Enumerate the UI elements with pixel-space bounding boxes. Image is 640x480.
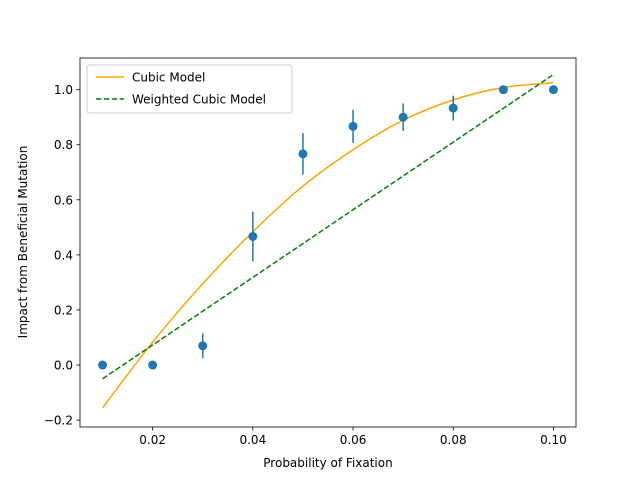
data-point <box>248 231 258 241</box>
x-tick-label: 0.04 <box>239 433 266 447</box>
legend-box <box>86 64 293 114</box>
y-tick-label: −0.2 <box>44 414 73 428</box>
data-point <box>198 341 208 351</box>
data-point <box>298 149 308 159</box>
y-tick-label: 1.0 <box>54 83 73 97</box>
data-point <box>348 121 358 131</box>
axes: 0.02 0.04 0.06 0.08 0.10 −0.2 0.0 0.2 0.4 0.6 0.8 1… <box>44 57 577 447</box>
plot-area <box>98 73 558 409</box>
legend-label: Weighted Cubic Model <box>132 93 266 107</box>
data-point <box>398 112 408 122</box>
x-tick-label: 0.08 <box>440 433 467 447</box>
y-tick-label: 0.4 <box>54 248 73 262</box>
axes-frame <box>79 57 577 428</box>
legend-label: Cubic Model <box>132 71 205 85</box>
weighted-cubic-model-line <box>102 73 554 380</box>
x-tick-label: 0.06 <box>340 433 367 447</box>
data-point <box>548 85 558 95</box>
y-tick-label: 0.0 <box>54 359 73 373</box>
legend: Cubic Model Weighted Cubic Model <box>86 64 293 114</box>
x-axis-label: Probability of Fixation <box>263 456 392 470</box>
cubic-model-line <box>101 82 554 409</box>
data-point <box>98 360 108 370</box>
y-tick-label: 0.6 <box>54 193 73 207</box>
y-tick-label: 0.2 <box>54 303 73 317</box>
y-axis-label: Impact from Beneficial Mutation <box>16 146 30 339</box>
data-point <box>498 85 508 95</box>
data-point <box>448 103 458 113</box>
y-tick-label: 0.8 <box>54 138 73 152</box>
x-tick-label: 0.02 <box>139 433 166 447</box>
x-tick-label: 0.10 <box>540 433 567 447</box>
data-point <box>148 360 158 370</box>
